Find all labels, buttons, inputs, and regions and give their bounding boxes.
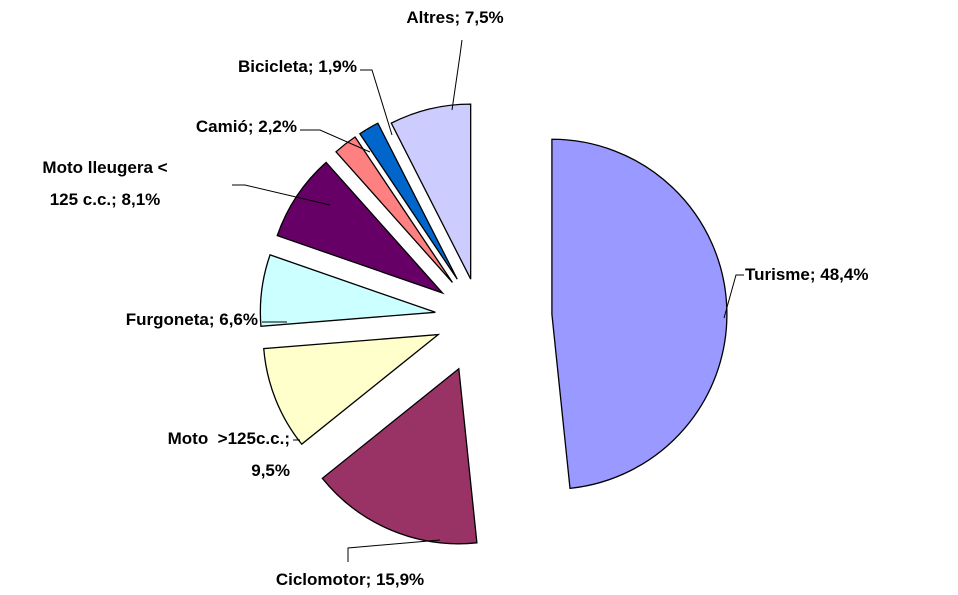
leader-line bbox=[723, 274, 744, 319]
data-label: Camió; 2,2% bbox=[195, 117, 297, 136]
pie-slice bbox=[259, 254, 436, 327]
leader-line bbox=[300, 129, 371, 153]
data-label: Bicicleta; 1,9% bbox=[237, 57, 357, 76]
data-label: Moto >125c.c.; 9,5% bbox=[167, 429, 290, 480]
data-label: Furgoneta; 6,6% bbox=[125, 310, 258, 329]
pie-slice bbox=[321, 367, 478, 545]
data-label: Ciclomotor; 15,9% bbox=[275, 570, 425, 589]
pie-slice bbox=[551, 138, 728, 490]
data-label: Turisme; 48,4% bbox=[745, 265, 869, 284]
pie-slice bbox=[390, 103, 472, 280]
leader-line bbox=[451, 39, 463, 111]
data-label: Altres; 7,5% bbox=[406, 8, 504, 27]
pie-slice bbox=[335, 136, 453, 283]
leader-line bbox=[347, 539, 441, 562]
data-label: Moto lleugera < 125 c.c.; 8,1% bbox=[42, 158, 168, 209]
leader-line bbox=[360, 69, 393, 136]
pie-slice bbox=[358, 122, 458, 280]
leader-line bbox=[232, 184, 331, 206]
pie-slice bbox=[263, 333, 441, 446]
pie-slice bbox=[276, 161, 445, 295]
